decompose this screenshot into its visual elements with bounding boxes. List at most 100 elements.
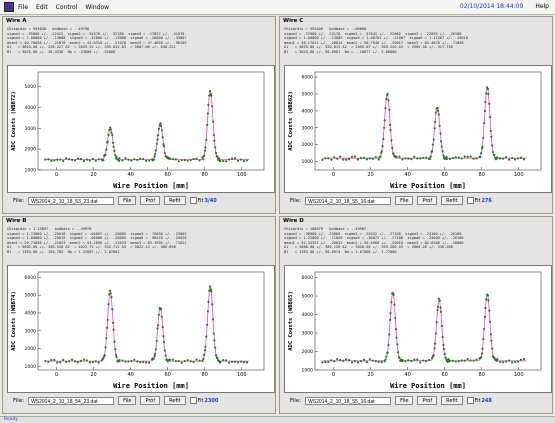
file-path-input[interactable]: WS2014_2_10_18_54_23.dat [28, 397, 114, 405]
data-point [395, 328, 397, 330]
data-point [193, 361, 195, 363]
y-tick-label: 6000 [302, 75, 314, 81]
data-point [153, 358, 155, 360]
wire-panel: Wire D Chisqrdiv = 108079 bndbase = -.499… [279, 216, 553, 414]
refit-button[interactable]: Refit [441, 396, 462, 405]
prof-button[interactable]: Prof [140, 196, 160, 205]
data-point [432, 143, 434, 145]
file-path-input[interactable]: WS2014_2_10_18_55_16.dat [305, 197, 391, 205]
data-point [348, 158, 350, 160]
data-point [207, 104, 209, 106]
plot-frame [315, 272, 541, 370]
refit-button[interactable]: Refit [441, 196, 462, 205]
data-point [348, 359, 350, 361]
data-point [181, 159, 183, 161]
data-point [330, 159, 332, 161]
fit-parameters: Chisqrdiv = 592048 bndbase = -.06000 sigm… [284, 27, 468, 55]
data-point [240, 158, 242, 160]
data-point [195, 358, 197, 360]
y-axis-label: ADC Counts (WBB62) [288, 91, 294, 151]
x-tick-label: 0 [332, 172, 335, 178]
x-tick-label: 100 [514, 372, 524, 378]
data-point [169, 158, 171, 160]
data-point [360, 360, 362, 362]
data-point [107, 319, 109, 321]
checkbox-box[interactable] [190, 397, 197, 404]
plot-area[interactable]: 0 20 40 60 80 100 1000 2000 3000 4000 5000 6000 Wire… [7, 265, 275, 393]
data-point [169, 359, 171, 361]
plot-area[interactable]: 0 20 40 60 80 100 1000 2000 3000 4000 5000 Wire Pos… [7, 65, 275, 193]
data-point [379, 155, 381, 157]
file-button[interactable]: File [118, 196, 136, 205]
checkbox-box[interactable] [190, 197, 197, 204]
data-point [121, 359, 123, 361]
data-point [449, 360, 451, 362]
data-point [484, 307, 486, 309]
data-point [162, 136, 164, 138]
prof-button[interactable]: Prof [140, 396, 160, 405]
data-point [422, 359, 424, 361]
data-point [445, 156, 447, 158]
fit-checkbox[interactable]: Fit 3/40 [190, 197, 217, 204]
data-point [202, 358, 204, 360]
checkbox-box[interactable] [467, 197, 474, 204]
data-point [139, 361, 141, 363]
data-point [392, 153, 394, 155]
data-point [378, 158, 380, 160]
data-point [384, 119, 386, 121]
x-tick-label: 60 [164, 372, 170, 378]
data-point [387, 99, 389, 101]
menu-help[interactable]: Help [535, 3, 549, 10]
menu-file[interactable]: File [18, 4, 28, 11]
file-button[interactable]: File [395, 196, 413, 205]
data-point [458, 360, 460, 362]
data-point [175, 360, 177, 362]
file-path-input[interactable]: WS2014_2_10_18_55_16.dat [305, 397, 391, 405]
plot-frame [38, 72, 264, 170]
data-point [342, 360, 344, 362]
fit-checkbox[interactable]: Fit 276 [467, 197, 492, 204]
data-point [156, 143, 158, 145]
data-point [490, 333, 492, 335]
data-point [44, 360, 46, 362]
prof-button[interactable]: Prof [417, 396, 437, 405]
data-point [505, 360, 507, 362]
data-point [213, 333, 215, 335]
data-point [440, 311, 442, 313]
refit-button[interactable]: Refit [164, 396, 185, 405]
menu-control[interactable]: Control [56, 4, 78, 11]
menu-edit[interactable]: Edit [36, 4, 48, 11]
data-point [164, 349, 166, 351]
data-point [483, 328, 485, 330]
data-point [499, 157, 501, 159]
checkbox-box[interactable] [467, 397, 474, 404]
data-point [148, 159, 150, 161]
data-point [419, 157, 421, 159]
data-point [446, 158, 448, 160]
data-point [104, 154, 106, 156]
data-point [160, 125, 162, 127]
refit-button[interactable]: Refit [164, 196, 185, 205]
datetime-display: 02/10/2014 18:44:09 [460, 3, 523, 10]
plot-area[interactable]: 0 20 40 60 80 100 1000 2000 3000 4000 5000 6000 Wire… [284, 65, 552, 193]
data-point [246, 159, 248, 161]
data-point [336, 158, 338, 160]
data-point [387, 344, 389, 346]
data-point [201, 156, 203, 158]
data-point [118, 160, 120, 162]
fit-checkbox[interactable]: Fit 2300 [190, 397, 219, 404]
fit-parameters: Chisqrdiv = 592048 bndbase = -.49798 sigm… [7, 27, 187, 55]
data-point [184, 360, 186, 362]
file-button[interactable]: File [118, 396, 136, 405]
data-point [375, 156, 377, 158]
file-path-input[interactable]: WS2014_2_10_18_53_23.dat [28, 197, 114, 205]
data-point [98, 158, 100, 160]
prof-button[interactable]: Prof [417, 196, 437, 205]
fit-checkbox[interactable]: Fit 248 [467, 397, 492, 404]
data-point [53, 359, 55, 361]
data-point [44, 159, 46, 161]
x-axis-label: Wire Position [mm] [113, 382, 189, 390]
file-button[interactable]: File [395, 396, 413, 405]
menu-window[interactable]: Window [85, 4, 109, 11]
plot-area[interactable]: 0 20 40 60 80 100 1000 2000 3000 4000 5000 6000 Wire… [284, 265, 552, 393]
